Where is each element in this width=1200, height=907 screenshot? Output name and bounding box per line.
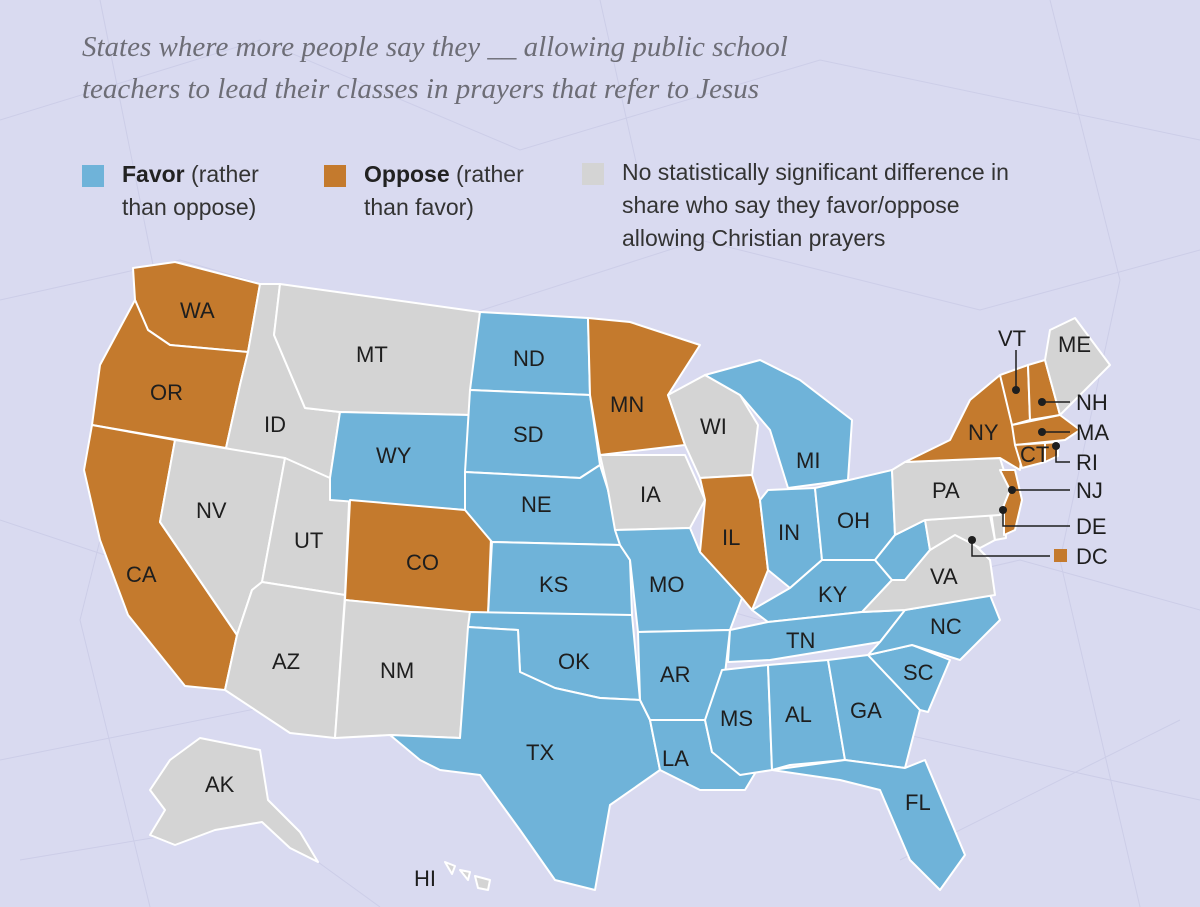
label-IN: IN (778, 520, 800, 545)
legend-favor-desc-1: (rather (184, 161, 259, 187)
label-AR: AR (660, 662, 691, 687)
label-CT: CT (1020, 442, 1049, 467)
dot-VT (1012, 386, 1020, 394)
legend-oppose-desc-2: than favor) (364, 194, 474, 220)
state-HI[interactable] (444, 861, 491, 891)
state-TX[interactable] (389, 626, 661, 891)
label-SC: SC (903, 660, 934, 685)
state-AK[interactable] (149, 737, 319, 863)
label-NY: NY (968, 420, 999, 445)
title-line-1: States where more people say they __ all… (82, 31, 788, 63)
label-OH: OH (837, 508, 870, 533)
legend-none-desc-2: share who say they favor/oppose (622, 192, 960, 218)
label-UT: UT (294, 528, 323, 553)
legend-none-desc-1: No statistically significant difference … (622, 159, 1009, 185)
label-MT: MT (356, 342, 388, 367)
label-NJ: NJ (1076, 478, 1103, 503)
label-KY: KY (818, 582, 848, 607)
label-AZ: AZ (272, 649, 300, 674)
state-FL[interactable] (771, 759, 966, 891)
state-AL[interactable] (767, 659, 846, 771)
label-MO: MO (649, 572, 684, 597)
label-HI: HI (414, 866, 436, 891)
legend-oppose-label: Oppose (364, 161, 450, 187)
label-NC: NC (930, 614, 962, 639)
label-WY: WY (376, 443, 412, 468)
label-GA: GA (850, 698, 882, 723)
dc-swatch (1054, 549, 1067, 562)
label-MI: MI (796, 448, 820, 473)
label-NV: NV (196, 498, 227, 523)
label-ID: ID (264, 412, 286, 437)
label-DE: DE (1076, 514, 1107, 539)
label-PA: PA (932, 478, 960, 503)
state-MA[interactable] (1011, 414, 1081, 446)
label-VA: VA (930, 564, 958, 589)
label-AL: AL (785, 702, 812, 727)
dot-NJ (1008, 486, 1016, 494)
label-ME: ME (1058, 332, 1091, 357)
map-title: States where more people say they __ all… (82, 26, 1082, 110)
label-OR: OR (150, 380, 183, 405)
state-KS[interactable] (487, 541, 633, 616)
state-GA[interactable] (827, 654, 921, 769)
dot-DE (999, 506, 1007, 514)
label-OK: OK (558, 649, 590, 674)
label-SD: SD (513, 422, 544, 447)
label-VT: VT (998, 326, 1026, 351)
label-DC: DC (1076, 544, 1108, 569)
label-MA: MA (1076, 420, 1109, 445)
label-TX: TX (526, 740, 554, 765)
label-RI: RI (1076, 450, 1098, 475)
label-FL: FL (905, 790, 931, 815)
legend-none-desc-3: allowing Christian prayers (622, 225, 886, 251)
legend-oppose-swatch (324, 165, 346, 187)
label-CO: CO (406, 550, 439, 575)
dot-DC (968, 536, 976, 544)
label-NE: NE (521, 492, 552, 517)
label-NH: NH (1076, 390, 1108, 415)
dot-RI (1052, 442, 1060, 450)
label-NM: NM (380, 658, 414, 683)
leader-DE (1002, 510, 1070, 527)
label-WI: WI (700, 414, 727, 439)
label-ND: ND (513, 346, 545, 371)
label-WA: WA (180, 298, 215, 323)
label-MS: MS (720, 706, 753, 731)
label-IL: IL (722, 525, 740, 550)
label-TN: TN (786, 628, 815, 653)
label-CA: CA (126, 562, 157, 587)
legend-favor-swatch (82, 165, 104, 187)
title-line-2: teachers to lead their classes in prayer… (82, 73, 760, 105)
dot-MA (1038, 428, 1046, 436)
state-ME[interactable] (1044, 317, 1111, 416)
leader-RI (1055, 448, 1070, 463)
label-LA: LA (662, 746, 689, 771)
label-KS: KS (539, 572, 568, 597)
label-MN: MN (610, 392, 644, 417)
label-IA: IA (640, 482, 661, 507)
legend-oppose-desc-1: (rather (449, 161, 524, 187)
legend-favor-label: Favor (122, 161, 185, 187)
legend-favor-desc-2: than oppose) (122, 194, 257, 220)
leader-DC (971, 540, 1050, 557)
dot-NH (1038, 398, 1046, 406)
legend-none-swatch (582, 163, 604, 185)
label-AK: AK (205, 772, 235, 797)
